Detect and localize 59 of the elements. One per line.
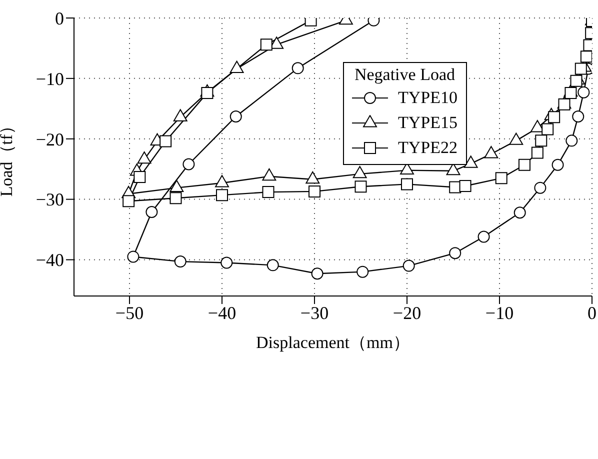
point <box>401 178 413 190</box>
point <box>262 186 274 198</box>
point <box>580 50 592 63</box>
legend-label: TYPE22 <box>398 137 458 159</box>
point <box>308 185 320 198</box>
point <box>160 135 172 148</box>
point <box>495 172 508 184</box>
point <box>266 259 279 272</box>
point <box>134 170 146 183</box>
point <box>356 266 369 278</box>
point <box>146 206 158 218</box>
point <box>122 195 135 208</box>
x-tick-label: −50 <box>115 302 144 323</box>
legend-title: Negative Load <box>353 65 456 85</box>
point <box>531 146 544 159</box>
point <box>449 247 462 260</box>
point <box>548 111 560 124</box>
legend-label: TYPE15 <box>398 112 458 134</box>
point <box>518 158 530 171</box>
point <box>311 268 324 280</box>
point <box>572 110 584 122</box>
point <box>514 206 526 219</box>
point <box>578 86 590 98</box>
point <box>170 192 182 204</box>
point <box>201 86 214 99</box>
point <box>574 62 587 75</box>
x-tick-label: 0 <box>588 302 596 323</box>
point <box>402 260 415 272</box>
y-tick-label: −30 <box>36 190 64 210</box>
point <box>174 256 186 268</box>
point <box>127 250 140 263</box>
point <box>459 180 472 192</box>
point <box>558 98 570 110</box>
point <box>542 123 554 136</box>
point <box>564 86 577 99</box>
y-tick-label: −20 <box>36 129 64 150</box>
point <box>478 230 490 243</box>
x-tick-label: −40 <box>208 302 236 323</box>
point <box>566 134 578 147</box>
point <box>182 158 195 170</box>
point <box>216 189 228 202</box>
point <box>292 62 304 74</box>
point <box>230 110 242 122</box>
point <box>354 180 367 193</box>
point <box>260 38 272 51</box>
x-tick-label: −10 <box>485 302 514 323</box>
point <box>535 134 548 147</box>
x-axis-title: Displacement（mm） <box>256 333 410 352</box>
point <box>570 74 582 87</box>
x-tick-label: −30 <box>300 302 329 323</box>
point <box>552 158 564 171</box>
y-tick-label: −10 <box>36 68 64 89</box>
y-tick-label: −40 <box>36 250 64 270</box>
x-tick-label: −20 <box>392 302 422 323</box>
y-axis-title: Load（tf） <box>0 117 16 197</box>
point <box>534 182 546 194</box>
point <box>220 256 233 269</box>
y-tick-label: 0 <box>55 8 64 28</box>
legend-label: TYPE10 <box>398 87 458 109</box>
